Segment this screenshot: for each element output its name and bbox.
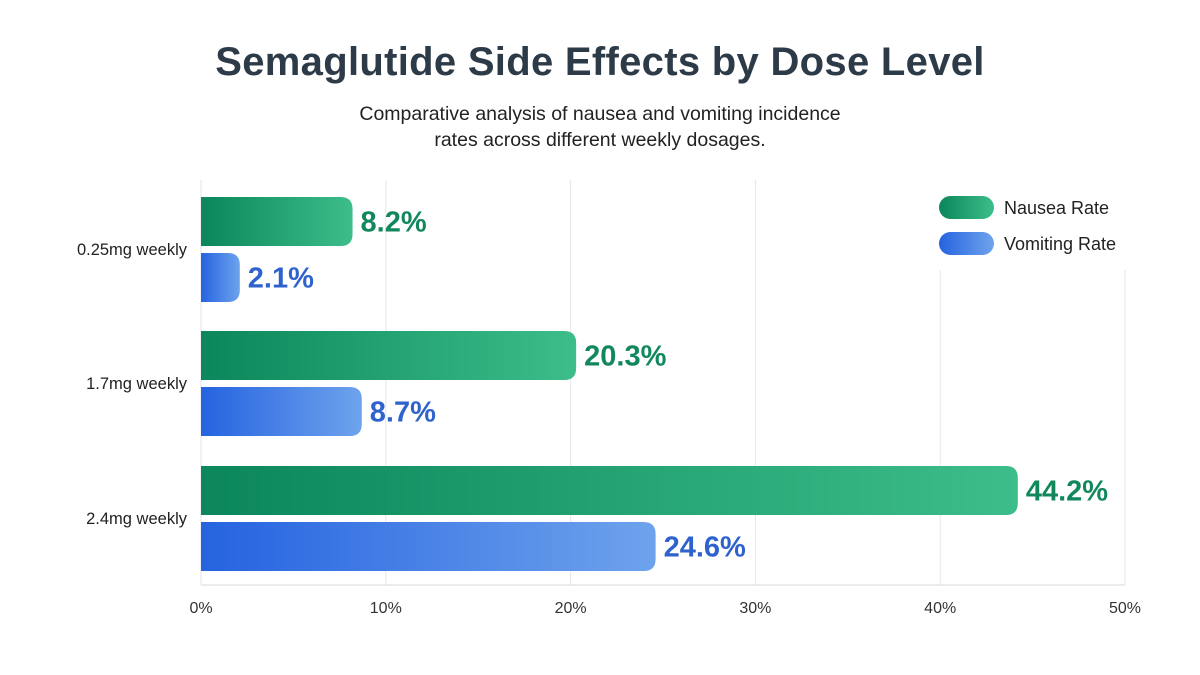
category-label: 0.25mg weekly <box>77 241 188 259</box>
x-tick-label: 40% <box>924 600 956 617</box>
bar-nausea-rate <box>201 466 1018 515</box>
data-label: 20.3% <box>584 341 666 373</box>
legend-swatch <box>939 196 994 219</box>
legend-label: Vomiting Rate <box>1004 234 1116 254</box>
data-label: 44.2% <box>1026 476 1108 508</box>
legend-swatch <box>939 232 994 255</box>
bar-vomiting-rate <box>201 253 240 302</box>
x-tick-label: 20% <box>555 600 587 617</box>
x-tick-label: 30% <box>739 600 771 617</box>
chart-subtitle: Comparative analysis of nausea and vomit… <box>359 103 841 151</box>
bar-vomiting-rate <box>201 522 656 571</box>
chart-title: Semaglutide Side Effects by Dose Level <box>215 40 985 84</box>
x-tick-label: 0% <box>189 600 212 617</box>
data-label: 24.6% <box>664 532 746 564</box>
legend-label: Nausea Rate <box>1004 198 1109 218</box>
x-tick-label: 10% <box>370 600 402 617</box>
bar-nausea-rate <box>201 197 353 246</box>
bar-vomiting-rate <box>201 387 362 436</box>
data-label: 8.2% <box>361 207 427 239</box>
category-label: 2.4mg weekly <box>86 510 188 528</box>
bar-nausea-rate <box>201 331 577 380</box>
category-label: 1.7mg weekly <box>86 375 188 393</box>
data-label: 8.7% <box>370 397 436 429</box>
data-label: 2.1% <box>248 263 314 295</box>
x-tick-label: 50% <box>1109 600 1141 617</box>
